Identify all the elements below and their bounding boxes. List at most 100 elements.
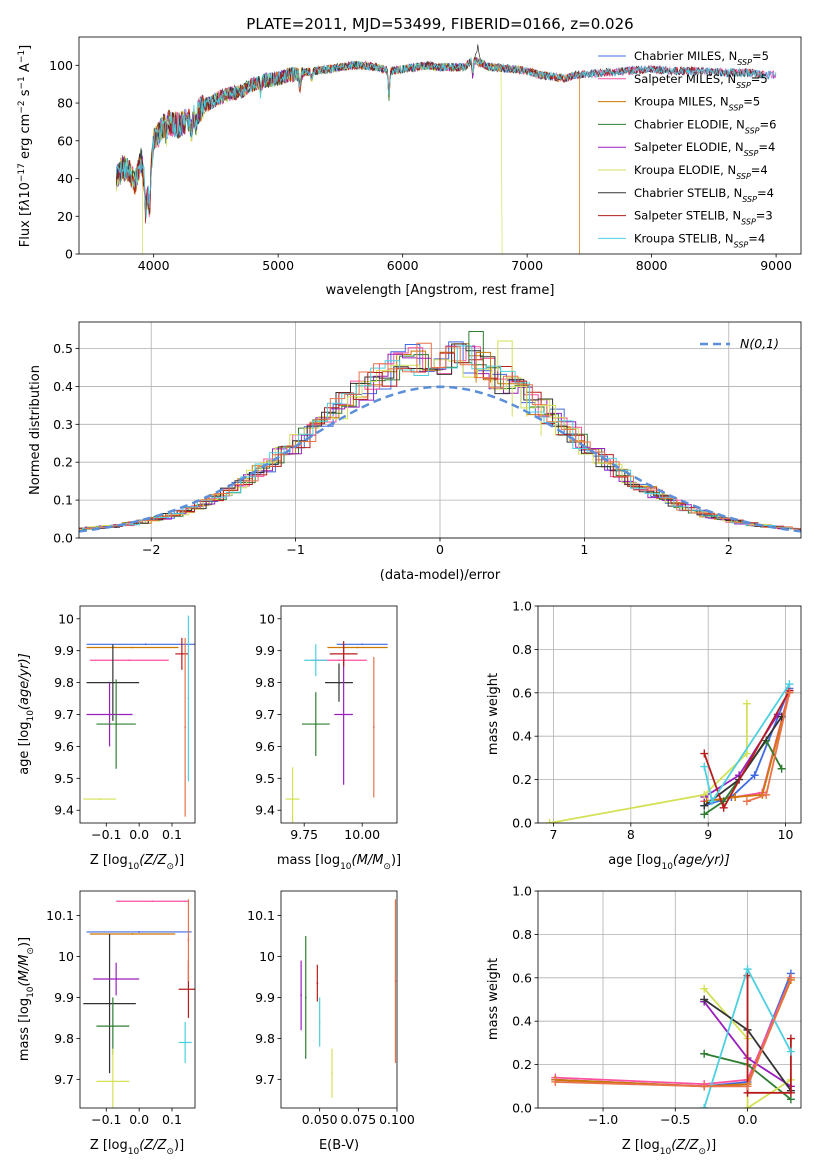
histogram-bin (497, 340, 513, 372)
data-point (331, 1072, 333, 1075)
gridlines (538, 605, 801, 824)
axes-frame (280, 890, 398, 1109)
x-axis-label: Z [log10(Z/Z⊙)] (90, 1138, 184, 1157)
plot-area (300, 899, 397, 1098)
axes-frame (79, 605, 196, 824)
data-point (180, 652, 183, 655)
axis-group: 0.050 0.075 0.100 9.7 9.8 9.9 10 10.1 (247, 908, 415, 1127)
y-tick-label: 0.0 (512, 1101, 532, 1116)
legend-label: Chabrier ELODIE, NSSP=6 (634, 117, 776, 135)
legend: N(0,1) (700, 336, 779, 351)
series-marker (785, 680, 794, 689)
series-marker (700, 1049, 709, 1058)
x-axis-label-part: )] (391, 853, 401, 868)
residuals-axes: −2 −1 0 1 2 0.0 0.1 0.2 0.3 0.4 0.5 N(0,1) (data-mod… (28, 321, 802, 583)
x-tick-label: −2 (142, 542, 160, 557)
series-marker (700, 810, 709, 819)
y-tick-label: 0 (65, 247, 73, 262)
histogram-step (84, 342, 801, 530)
histogram-bin (540, 404, 557, 436)
plot-area (79, 330, 801, 533)
y-tick-label: 0.4 (53, 379, 73, 394)
y-tick-label: 0.1 (53, 493, 73, 508)
y-tick-label: 0.2 (512, 772, 532, 787)
y-tick-label: 60 (57, 133, 73, 148)
series-marker (545, 819, 554, 823)
series-marker (786, 1088, 795, 1097)
y-tick-label: 9.9 (54, 990, 74, 1005)
plot-area (545, 680, 794, 823)
series-marker (700, 1104, 709, 1108)
series-marker (700, 790, 709, 799)
x-axis-label-part: Z [log (622, 1138, 660, 1153)
legend-sub: SSP (745, 126, 760, 135)
histogram-step (79, 359, 801, 530)
y-tick-label: 0.8 (512, 642, 532, 657)
y-tick-label: 0.8 (512, 927, 532, 942)
histogram-bin (475, 351, 492, 383)
legend-label: Kroupa MILES, NSSP=5 (634, 95, 760, 113)
y-tick-label: 9.9 (255, 990, 275, 1005)
x-tick-label: 2 (725, 542, 733, 557)
x-axis-label-part: 10 (661, 862, 673, 872)
series-marker (743, 1082, 752, 1091)
x-tick-label: 9000 (760, 258, 792, 273)
y-tick-label: 9.7 (255, 1072, 275, 1087)
series-marker (743, 965, 752, 974)
y-tick-label: 9.5 (54, 771, 74, 786)
y-tick-label: 9.5 (255, 771, 275, 786)
x-tick-label: 0.1 (162, 1112, 182, 1127)
y-tick-label: 0.0 (512, 816, 532, 831)
series-marker (708, 797, 717, 806)
series-marker (700, 801, 709, 810)
series-line (555, 973, 792, 1088)
x-tick-label: 0.075 (340, 1112, 376, 1127)
x-axis-label: E(B-V) (319, 1138, 359, 1153)
axis-group: −0.1 0.0 0.1 9.4 9.5 9.6 9.7 9.8 9.9 10 (54, 611, 182, 842)
y-axis-label: mass weight (486, 958, 501, 1040)
x-tick-label: −0.5 (660, 1112, 690, 1127)
legend-nssp: =5 (743, 95, 760, 109)
x-tick-label: 8 (627, 827, 635, 842)
y-tick-label: 0.4 (512, 1014, 532, 1029)
x-tick-label: 7000 (511, 258, 543, 273)
legend-nssp: =4 (758, 140, 775, 154)
data-point (111, 1080, 114, 1083)
data-point (318, 1021, 321, 1023)
data-point (131, 646, 134, 649)
gaussian-reference-curve (79, 385, 801, 533)
x-tick-label: 10.00 (344, 827, 380, 842)
x-axis-label-part: ⊙ (166, 862, 174, 872)
data-point (342, 652, 345, 655)
data-point (138, 931, 141, 933)
data-point (131, 933, 134, 935)
y-axis-label-part: 10 (18, 182, 33, 199)
legend-sub: SSP (737, 58, 752, 67)
legend-name: Kroupa MILES, N (634, 95, 729, 109)
y-axis-label-part: ⊙ (26, 947, 36, 955)
y-tick-label: 0.2 (53, 455, 73, 470)
y-tick-label: 9.4 (255, 803, 275, 818)
x-tick-label: 8000 (636, 258, 668, 273)
axes-frame (79, 890, 196, 1109)
plot-area (115, 44, 777, 254)
x-axis-label-part: (age/yr)] (673, 853, 730, 868)
legend-name: Chabrier MILES, N (634, 49, 737, 63)
x-tick-label: 4000 (138, 258, 170, 273)
data-point (144, 643, 147, 646)
series-marker (743, 1104, 752, 1108)
series-marker (786, 1047, 795, 1056)
y-tick-label: 9.8 (255, 675, 275, 690)
axis-group: 4000 5000 6000 7000 8000 9000 0 20 40 60 80 100 (49, 58, 792, 273)
data-point (300, 994, 303, 997)
x-axis-label: wavelength [Angstrom, rest frame] (326, 283, 555, 298)
series-marker (762, 790, 771, 799)
axis-group: 9.75 10.00 9.4 9.5 9.6 9.7 9.8 9.9 10 (255, 611, 380, 842)
legend-nssp: =6 (760, 117, 777, 131)
y-tick-label: 10 (259, 949, 275, 964)
x-axis-label-part: )] (174, 1138, 184, 1153)
